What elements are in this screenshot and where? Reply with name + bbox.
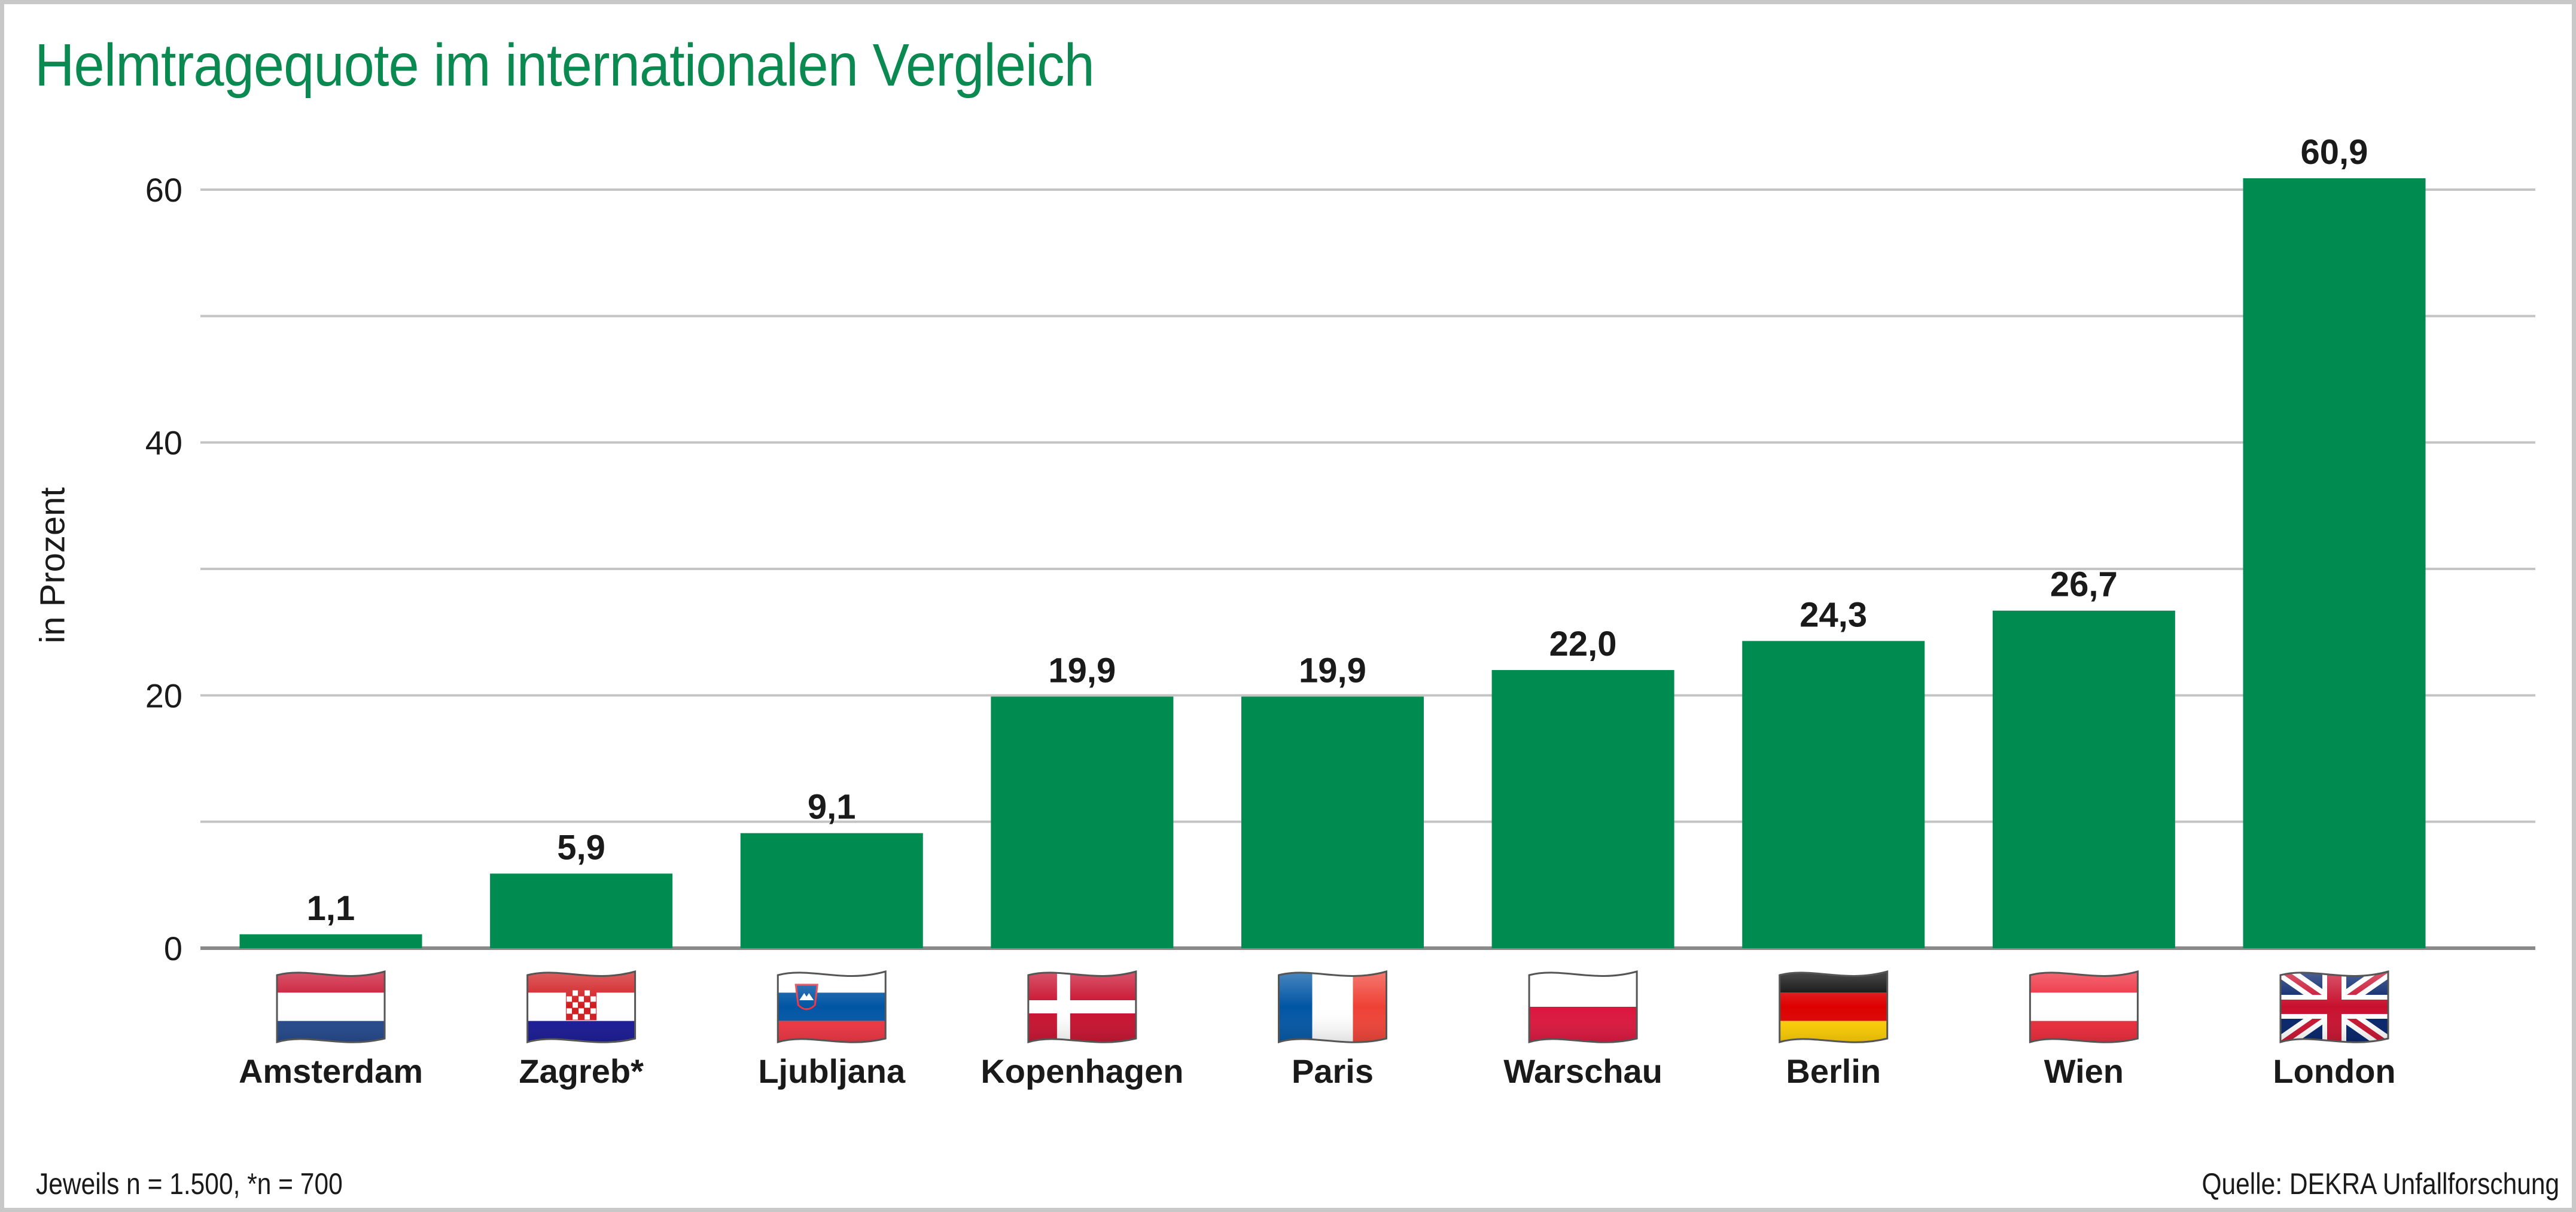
- x-tick-label: London: [2273, 1052, 2395, 1090]
- y-tick-label: 0: [164, 930, 182, 967]
- bar: [490, 873, 673, 948]
- data-label: 5,9: [557, 828, 605, 867]
- bar: [1742, 641, 1925, 948]
- data-label: 9,1: [808, 788, 856, 827]
- bar: [1992, 610, 2175, 948]
- bar: [239, 934, 422, 948]
- poland-flag: [1528, 970, 1638, 1044]
- data-label: 24,3: [1799, 595, 1867, 634]
- source-note: Quelle: DEKRA Unfallforschung: [2202, 1167, 2559, 1201]
- bar: [2243, 178, 2426, 949]
- x-tick-label: Amsterdam: [239, 1052, 423, 1090]
- x-tick-label: Berlin: [1786, 1052, 1881, 1090]
- slovenia-flag: [777, 970, 887, 1044]
- x-tick-label: Wien: [2044, 1052, 2124, 1090]
- uk-flag: [2279, 970, 2389, 1044]
- y-tick-label: 20: [145, 677, 182, 714]
- sample-size-note: Jeweils n = 1.500, *n = 700: [36, 1167, 343, 1201]
- germany-flag: [1779, 970, 1889, 1044]
- croatia-flag: [526, 970, 637, 1044]
- data-label: 26,7: [2050, 565, 2118, 604]
- y-tick-label: 40: [145, 424, 182, 462]
- bar: [1241, 696, 1424, 948]
- bar: [991, 696, 1174, 948]
- data-label: 19,9: [1048, 651, 1116, 690]
- data-label: 19,9: [1299, 651, 1366, 690]
- data-label: 22,0: [1549, 625, 1617, 663]
- chart-title: Helmtragequote im internationalen Vergle…: [35, 32, 1095, 99]
- data-label: 60,9: [2301, 133, 2368, 172]
- x-tick-label: Zagreb*: [519, 1052, 644, 1090]
- x-tick-label: Warschau: [1503, 1052, 1662, 1090]
- austria-flag: [2029, 970, 2139, 1044]
- bar: [740, 833, 923, 948]
- netherlands-flag: [276, 970, 386, 1044]
- x-tick-label: Kopenhagen: [981, 1052, 1183, 1090]
- y-tick-label: 60: [145, 171, 182, 209]
- data-label: 1,1: [307, 889, 355, 928]
- x-tick-label: Paris: [1292, 1052, 1374, 1090]
- france-flag: [1278, 970, 1387, 1044]
- x-tick-label: Ljubljana: [758, 1052, 906, 1090]
- bar: [1491, 670, 1674, 948]
- denmark-flag: [1027, 970, 1137, 1044]
